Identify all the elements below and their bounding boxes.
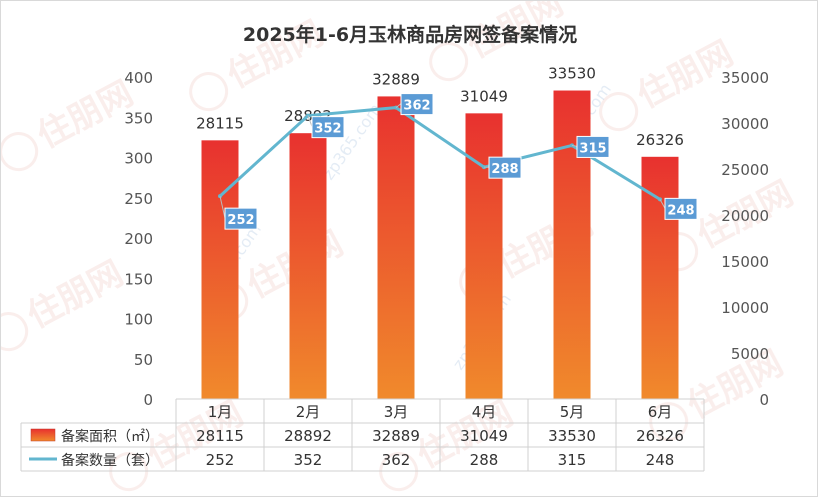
table-cell-count: 362 xyxy=(382,451,411,469)
line-label-box xyxy=(576,135,610,158)
left-axis-tick-label: 50 xyxy=(134,351,153,369)
line-value-label: 252 xyxy=(227,213,254,228)
table-cell-area: 26326 xyxy=(636,427,684,445)
line-label-box xyxy=(488,156,522,179)
legend-line-label: 备案数量（套） xyxy=(61,452,159,469)
category-label: 2月 xyxy=(296,403,321,421)
category-label: 5月 xyxy=(560,403,585,421)
line-value-label: 288 xyxy=(491,162,518,177)
right-axis-tick-label: 15000 xyxy=(721,253,769,271)
line-value-label: 248 xyxy=(667,203,694,218)
left-axis-tick-label: 0 xyxy=(143,391,153,409)
line-label-leader xyxy=(659,199,666,209)
bar-value-label: 26326 xyxy=(636,131,684,149)
table-cell-area: 31049 xyxy=(460,427,508,445)
table-cell-area: 32889 xyxy=(372,427,420,445)
bar xyxy=(289,133,327,399)
table-cell-count: 248 xyxy=(646,451,675,469)
line-value-label: 362 xyxy=(403,99,430,114)
bar-value-label: 32889 xyxy=(372,70,420,88)
watermark-logo-icon xyxy=(429,42,469,82)
left-axis-tick-label: 400 xyxy=(124,69,153,87)
watermark-logo-icon xyxy=(599,92,639,132)
table-cell-area: 33530 xyxy=(548,427,596,445)
line-label-leader xyxy=(219,196,226,219)
watermark-logo-icon xyxy=(1,132,39,172)
bar xyxy=(377,96,415,399)
category-label: 4月 xyxy=(472,403,497,421)
watermark-brand: 住朋网 xyxy=(31,73,140,156)
line-value-label: 352 xyxy=(314,122,341,137)
chart-title: 2025年1-6月玉林商品房网签备案情况 xyxy=(243,23,577,46)
right-axis-tick-label: 0 xyxy=(759,391,769,409)
left-axis-tick-label: 200 xyxy=(124,230,153,248)
bar-value-label: 33530 xyxy=(548,65,596,83)
table-cell-area: 28115 xyxy=(196,427,244,445)
category-label: 6月 xyxy=(648,403,673,421)
left-axis-tick-label: 350 xyxy=(124,109,153,127)
table-cell-count: 288 xyxy=(470,451,499,469)
left-axis-tick-label: 100 xyxy=(124,311,153,329)
category-label: 1月 xyxy=(208,403,233,421)
watermark-logo-icon xyxy=(379,452,419,492)
left-axis-tick-label: 250 xyxy=(124,190,153,208)
line-label-leader xyxy=(571,144,578,147)
watermark-logo-icon xyxy=(189,72,229,112)
watermark-logo-icon xyxy=(1,312,29,352)
watermark: 住朋网 xyxy=(1,73,140,172)
legend-bar-label: 备案面积（㎡） xyxy=(61,428,159,445)
bar xyxy=(641,156,679,399)
watermark-brand: 住朋网 xyxy=(21,253,130,336)
bar-value-label: 31049 xyxy=(460,87,508,105)
left-axis-tick-label: 150 xyxy=(124,270,153,288)
category-label: 3月 xyxy=(384,403,409,421)
table-cell-count: 315 xyxy=(558,451,587,469)
right-axis-tick-label: 20000 xyxy=(721,207,769,225)
right-axis: 0 5000 10000 15000 20000 25000 30000 35000 xyxy=(721,69,769,409)
right-axis-tick-label: 35000 xyxy=(721,69,769,87)
line-label-box xyxy=(224,207,258,230)
line-label-leader xyxy=(307,115,313,127)
table-cell-count: 252 xyxy=(206,451,235,469)
right-axis-tick-label: 30000 xyxy=(721,115,769,133)
bar xyxy=(201,140,239,400)
table-cell-count: 352 xyxy=(294,451,323,469)
line-label-box xyxy=(400,93,434,116)
line-label-box xyxy=(311,116,345,139)
line-value-label: 315 xyxy=(579,141,606,156)
legend-bar-swatch xyxy=(30,428,56,442)
right-axis-tick-label: 10000 xyxy=(721,299,769,317)
right-axis-tick-label: 25000 xyxy=(721,161,769,179)
bar-value-label: 28115 xyxy=(196,114,244,132)
watermark-logo-icon xyxy=(109,452,149,492)
watermark-logo-icon xyxy=(649,402,689,442)
left-axis: 0 50 100 150 200 250 300 350 400 xyxy=(124,69,153,409)
table-cell-area: 28892 xyxy=(284,427,332,445)
line-label-leader xyxy=(395,103,402,108)
line-label-box xyxy=(664,197,698,220)
line-series: 252 352 362 288 315 248 xyxy=(218,93,698,230)
right-axis-tick-label: 5000 xyxy=(731,345,769,363)
left-axis-tick-label: 300 xyxy=(124,150,153,168)
watermark: 住朋网 xyxy=(599,33,740,132)
watermark: 住朋网 xyxy=(1,253,130,352)
bar xyxy=(465,113,503,400)
